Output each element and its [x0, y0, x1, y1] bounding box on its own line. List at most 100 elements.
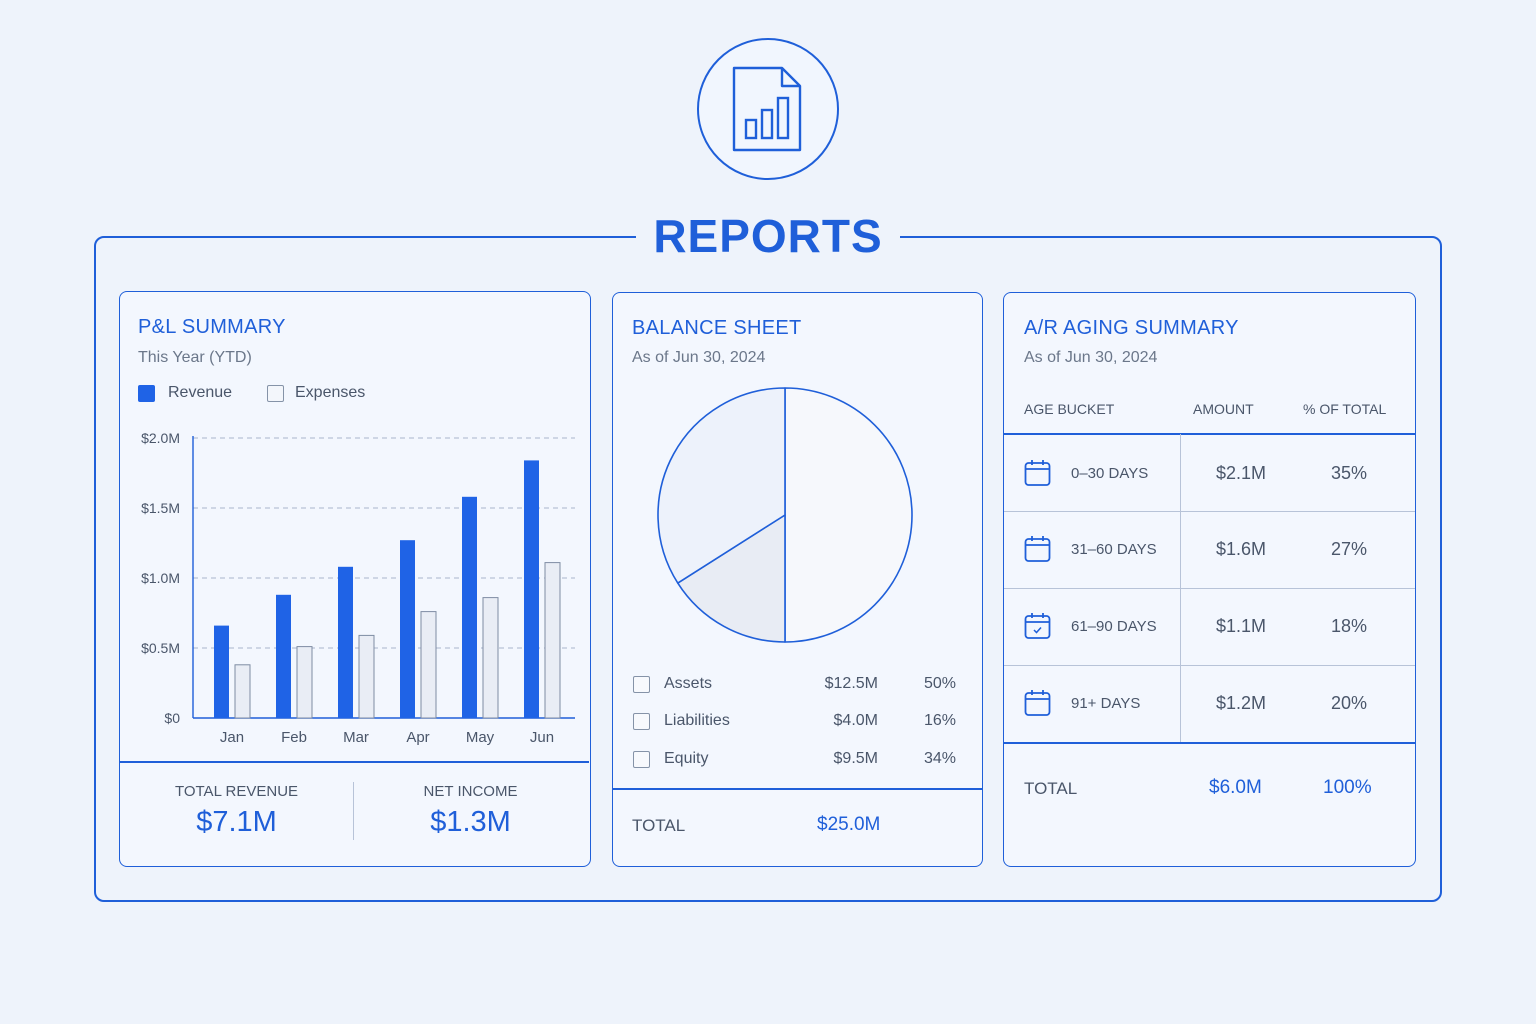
ar-header-pct: % OF TOTAL [1303, 401, 1387, 417]
ar-aging-card[interactable]: A/R AGING SUMMARY As of Jun 30, 2024 AGE… [1003, 292, 1416, 867]
equity-label: Equity [664, 750, 709, 767]
ar-row-61-90[interactable]: 61–90 DAYS $1.1M 18% [1004, 589, 1415, 665]
assets-label: Assets [664, 675, 713, 692]
balance-total-value: $25.0M [817, 814, 881, 835]
revenue-swatch [138, 384, 155, 402]
ar-total-label: TOTAL [1024, 779, 1078, 798]
liabilities-checkbox[interactable] [633, 713, 650, 730]
ar-pct: 18% [1331, 616, 1368, 636]
pl-bar-chart: $0 $0.5M $1.0M $1.5M $2.0M Jan Feb Mar Apr May Jun [141, 430, 575, 746]
ar-row-0-30[interactable]: 0–30 DAYS $2.1M 35% [1004, 434, 1415, 511]
ar-row-divider [1004, 588, 1415, 589]
net-income-label: NET INCOME [423, 783, 518, 800]
calendar-icon [1024, 536, 1051, 562]
y-tick-label: $0 [164, 710, 180, 726]
ar-total-pct: 100% [1323, 777, 1372, 798]
ar-card-subtitle: As of Jun 30, 2024 [1024, 349, 1158, 366]
bar-expenses-feb[interactable] [296, 646, 313, 719]
ar-total-divider [1004, 742, 1415, 744]
liabilities-amount: $4.0M [833, 712, 878, 729]
bar-revenue-mar[interactable] [338, 566, 353, 718]
bar-revenue-may[interactable] [462, 496, 477, 718]
x-tick-label: Jun [530, 729, 554, 746]
bar-expenses-jan[interactable] [234, 664, 251, 719]
assets-amount: $12.5M [824, 675, 878, 692]
balance-row-assets[interactable]: Assets $12.5M 50% [613, 673, 982, 697]
ar-row-91-plus[interactable]: 91+ DAYS $1.2M 20% [1004, 666, 1415, 742]
balance-card-subtitle: As of Jun 30, 2024 [632, 349, 766, 366]
ar-row-divider [1004, 511, 1415, 512]
balance-sheet-card[interactable]: BALANCE SHEET As of Jun 30, 2024 Assets … [612, 292, 983, 867]
bar-revenue-apr[interactable] [400, 540, 415, 718]
page-title: REPORTS [653, 210, 883, 262]
report-icon-badge [697, 38, 839, 180]
ar-header-divider [1004, 433, 1415, 435]
ar-bucket-label: 31–60 DAYS [1071, 541, 1157, 558]
equity-pct: 34% [923, 750, 956, 767]
pl-summary-card[interactable]: P&L SUMMARY This Year (YTD) Revenue Expe… [119, 291, 591, 867]
net-income-block: NET INCOME $1.3M [354, 783, 587, 839]
pie-slice-liabilities[interactable] [676, 514, 786, 643]
net-income-value: $1.3M [430, 806, 511, 838]
ar-amount: $1.1M [1216, 616, 1267, 636]
legend-revenue-label: Revenue [168, 384, 233, 401]
bar-revenue-jan[interactable] [214, 625, 229, 718]
balance-row-liabilities[interactable]: Liabilities $4.0M 16% [613, 710, 982, 734]
pie-slice-equity[interactable] [657, 387, 786, 584]
ar-bucket-label: 61–90 DAYS [1071, 618, 1157, 635]
liabilities-pct: 16% [923, 712, 956, 729]
y-tick-label: $0.5M [141, 640, 180, 656]
pl-footer-divider [353, 782, 354, 840]
total-revenue-label: TOTAL REVENUE [174, 783, 299, 800]
calendar-icon [1024, 690, 1051, 716]
pl-divider [120, 761, 589, 763]
page-title-wrap: REPORTS [636, 204, 900, 268]
legend-expenses-label: Expenses [295, 384, 366, 401]
ar-card-title: A/R AGING SUMMARY [1024, 317, 1239, 339]
y-tick-label: $2.0M [141, 430, 180, 446]
assets-checkbox[interactable] [633, 676, 650, 693]
bar-expenses-may[interactable] [482, 597, 499, 719]
bar-revenue-jun[interactable] [524, 460, 539, 718]
ar-total-amount: $6.0M [1209, 777, 1262, 798]
x-tick-label: Apr [406, 729, 429, 746]
bar-revenue-feb[interactable] [276, 594, 291, 718]
ar-bucket-label: 91+ DAYS [1071, 695, 1141, 712]
ar-bucket-label: 0–30 DAYS [1071, 465, 1149, 482]
ar-row-divider [1004, 665, 1415, 666]
pl-card-title: P&L SUMMARY [138, 316, 286, 338]
equity-checkbox[interactable] [633, 751, 650, 768]
y-tick-label: $1.5M [141, 500, 180, 516]
balance-divider [613, 788, 982, 790]
balance-total-label: TOTAL [632, 816, 686, 835]
calendar-check-icon [1024, 613, 1051, 639]
total-revenue-block: TOTAL REVENUE $7.1M [120, 783, 353, 839]
ar-header-amount: AMOUNT [1193, 401, 1254, 417]
legend-revenue[interactable]: Revenue [138, 384, 232, 402]
ar-pct: 35% [1331, 463, 1368, 483]
assets-pct: 50% [923, 675, 956, 692]
legend-expenses[interactable]: Expenses [267, 384, 365, 402]
liabilities-label: Liabilities [664, 712, 730, 729]
y-tick-label: $1.0M [141, 570, 180, 586]
report-chart-icon [732, 66, 802, 152]
ar-amount: $1.2M [1216, 693, 1267, 713]
balance-pie-chart [657, 387, 913, 643]
ar-pct: 27% [1331, 539, 1368, 559]
pl-card-subtitle: This Year (YTD) [138, 349, 252, 366]
ar-row-31-60[interactable]: 31–60 DAYS $1.6M 27% [1004, 512, 1415, 588]
expenses-swatch [267, 384, 284, 402]
x-tick-label: Mar [343, 729, 369, 746]
ar-pct: 20% [1331, 693, 1368, 713]
x-tick-label: Jan [220, 729, 244, 746]
pie-slice-assets[interactable] [784, 387, 913, 643]
x-tick-label: May [466, 729, 495, 746]
bar-expenses-mar[interactable] [358, 634, 375, 719]
balance-row-equity[interactable]: Equity $9.5M 34% [613, 748, 982, 772]
ar-header-bucket: AGE BUCKET [1024, 401, 1115, 417]
bar-expenses-jun[interactable] [544, 562, 561, 719]
total-revenue-value: $7.1M [196, 806, 277, 838]
bar-expenses-apr[interactable] [420, 611, 437, 719]
ar-amount: $1.6M [1216, 539, 1267, 559]
equity-amount: $9.5M [833, 750, 878, 767]
